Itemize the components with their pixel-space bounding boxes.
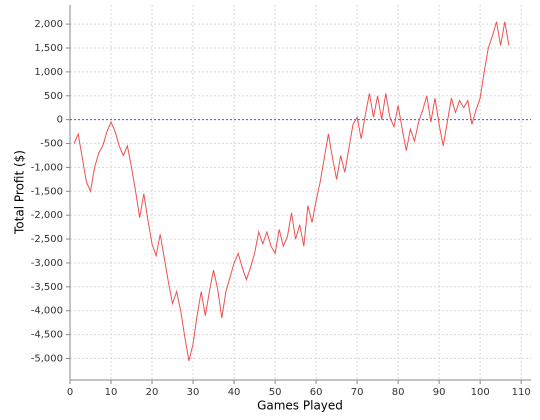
y-tick-label: 500: [44, 91, 63, 102]
x-tick-label: 10: [105, 387, 118, 398]
y-tick-label: -4,500: [31, 330, 63, 341]
x-tick-label: 40: [228, 387, 241, 398]
x-tick-label: 0: [67, 387, 73, 398]
y-tick-label: -1,000: [31, 162, 63, 173]
y-tick-label: 2,000: [34, 19, 63, 30]
y-tick-label: -3,500: [31, 282, 63, 293]
x-tick-label: 90: [433, 387, 446, 398]
y-axis-label: Total Profit ($): [13, 150, 27, 235]
x-tick-label: 80: [392, 387, 405, 398]
x-tick-label: 110: [512, 387, 531, 398]
x-tick-label: 30: [187, 387, 200, 398]
y-tick-label: 1,500: [34, 43, 63, 54]
data-line: [73, 21, 510, 362]
y-tick-label: -2,000: [31, 210, 63, 221]
y-tick-label: 1,000: [34, 67, 63, 78]
y-tick-label: -500: [40, 139, 63, 150]
plot-area: [70, 5, 531, 380]
y-tick-label: -2,500: [31, 234, 63, 245]
y-tick-label: -1,500: [31, 186, 63, 197]
y-tick-label: -4,000: [31, 306, 63, 317]
x-tick-label: 50: [269, 387, 282, 398]
y-tick-label: -3,000: [31, 258, 63, 269]
x-tick-label: 60: [310, 387, 323, 398]
x-tick-label: 20: [146, 387, 159, 398]
x-tick-label: 70: [351, 387, 364, 398]
y-tick-label: 0: [57, 115, 63, 126]
y-tick-label: -5,000: [31, 354, 63, 365]
x-tick-label: 100: [471, 387, 490, 398]
x-axis-label: Games Played: [257, 399, 343, 413]
